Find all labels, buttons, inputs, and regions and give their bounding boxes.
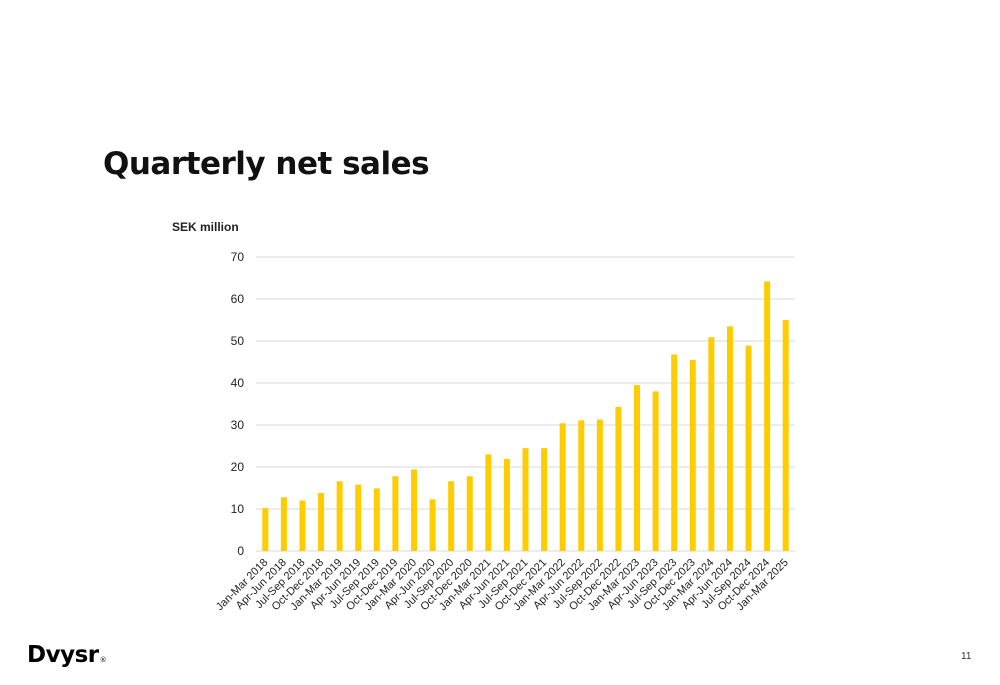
bar bbox=[410, 469, 417, 551]
bar bbox=[671, 354, 678, 551]
y-tick-label: 10 bbox=[231, 502, 245, 516]
bar bbox=[336, 481, 343, 551]
bar bbox=[745, 345, 752, 551]
y-tick-label: 0 bbox=[237, 544, 244, 558]
bar bbox=[429, 499, 436, 551]
bar bbox=[652, 391, 659, 551]
bar bbox=[373, 488, 380, 551]
y-axis-label: SEK million bbox=[172, 220, 239, 234]
registered-mark: ® bbox=[99, 656, 107, 664]
y-tick-label: 60 bbox=[231, 292, 245, 306]
bar bbox=[280, 497, 287, 551]
bar bbox=[708, 337, 715, 551]
company-logo: Dvysr® bbox=[27, 642, 107, 668]
y-tick-label: 30 bbox=[231, 418, 245, 432]
bar bbox=[541, 448, 548, 551]
bar bbox=[596, 419, 603, 551]
y-tick-label: 70 bbox=[231, 250, 245, 264]
bar bbox=[782, 320, 789, 551]
bar bbox=[318, 493, 325, 551]
y-tick-label: 20 bbox=[231, 460, 245, 474]
bar bbox=[466, 476, 473, 551]
y-tick-label: 40 bbox=[231, 376, 245, 390]
bar bbox=[448, 481, 455, 551]
bar bbox=[299, 500, 306, 551]
y-tick-label: 50 bbox=[231, 334, 245, 348]
page-number: 11 bbox=[961, 651, 972, 662]
bar bbox=[392, 476, 399, 551]
bar bbox=[262, 508, 269, 551]
bar bbox=[764, 281, 771, 551]
bar bbox=[355, 484, 362, 551]
bar bbox=[689, 359, 696, 551]
bar bbox=[522, 448, 529, 551]
bar bbox=[503, 459, 510, 551]
bar bbox=[559, 423, 566, 551]
logo-text: Dvysr bbox=[27, 642, 99, 668]
bar bbox=[578, 420, 585, 551]
bar bbox=[485, 454, 492, 551]
bar bbox=[726, 326, 733, 551]
slide-title: Quarterly net sales bbox=[103, 146, 430, 182]
bar bbox=[634, 385, 641, 551]
bar bbox=[615, 406, 622, 551]
